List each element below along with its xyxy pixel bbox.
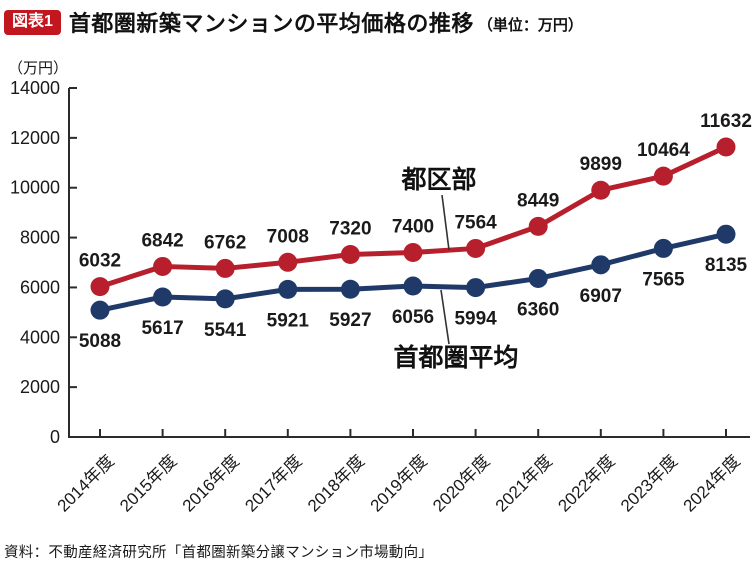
data-label: 5994 bbox=[454, 309, 497, 330]
data-label: 6360 bbox=[517, 299, 559, 320]
data-point bbox=[528, 268, 548, 288]
data-point bbox=[403, 276, 423, 296]
x-axis-label: 2017年度 bbox=[241, 451, 305, 515]
x-axis-label: 2018年度 bbox=[304, 451, 368, 515]
x-axis-label: 2019年度 bbox=[367, 451, 431, 515]
data-point bbox=[653, 166, 673, 186]
data-point bbox=[653, 238, 673, 258]
y-axis-unit-label: （万円） bbox=[8, 60, 69, 77]
data-point bbox=[340, 245, 360, 265]
y-axis-tick-label: 6000 bbox=[20, 277, 60, 297]
data-point bbox=[278, 279, 298, 299]
y-axis-tick-label: 4000 bbox=[20, 327, 60, 347]
figure-title: 首都圏新築マンションの平均価格の推移 bbox=[68, 11, 474, 36]
data-point bbox=[716, 137, 736, 157]
data-point bbox=[466, 278, 486, 298]
data-point bbox=[466, 238, 486, 258]
data-point bbox=[215, 258, 235, 278]
figure-unit-note: （単位：万円） bbox=[477, 16, 583, 34]
data-point bbox=[278, 252, 298, 272]
data-label: 7565 bbox=[642, 269, 685, 290]
figure-number-badge: 図表1 bbox=[4, 9, 61, 35]
x-axis-label: 2021年度 bbox=[492, 451, 556, 515]
data-label: 7400 bbox=[392, 217, 434, 238]
data-label: 5921 bbox=[267, 310, 310, 331]
data-label: 7564 bbox=[454, 212, 497, 233]
data-point bbox=[340, 279, 360, 299]
annotation-leader-line bbox=[441, 194, 450, 251]
data-point bbox=[153, 256, 173, 276]
data-point bbox=[591, 180, 611, 200]
data-label: 9899 bbox=[580, 154, 622, 175]
x-axis-label: 2022年度 bbox=[554, 451, 618, 515]
x-axis-label: 2014年度 bbox=[54, 451, 118, 515]
x-axis-label: 2020年度 bbox=[429, 451, 493, 515]
axis-lines bbox=[68, 88, 750, 438]
series-annotation-label: 首都圏平均 bbox=[393, 343, 518, 372]
data-label: 8449 bbox=[517, 190, 559, 211]
data-label: 8135 bbox=[705, 255, 748, 276]
series-annotation-label: 都区部 bbox=[400, 165, 476, 194]
y-axis-tick-label: 8000 bbox=[20, 228, 60, 248]
data-point bbox=[591, 255, 611, 275]
data-label: 5088 bbox=[79, 331, 121, 352]
data-label: 11632 bbox=[700, 111, 752, 132]
data-point bbox=[528, 216, 548, 236]
data-label: 6907 bbox=[580, 286, 622, 307]
data-label: 6032 bbox=[79, 251, 121, 272]
x-axis-label: 2015年度 bbox=[116, 451, 180, 515]
data-label: 6056 bbox=[392, 307, 434, 328]
source-note: 資料：不動産経済研究所「首都圏新築分譲マンション市場動向」 bbox=[4, 545, 434, 561]
y-axis-tick-label: 2000 bbox=[20, 377, 60, 397]
data-point bbox=[403, 243, 423, 263]
data-point bbox=[90, 300, 110, 320]
data-label: 5617 bbox=[141, 318, 183, 339]
x-axis-label: 2016年度 bbox=[179, 451, 243, 515]
figure-header: 図表1 首都圏新築マンションの平均価格の推移 （単位：万円） bbox=[4, 6, 583, 38]
data-point bbox=[215, 289, 235, 309]
y-axis-tick-label: 10000 bbox=[10, 178, 60, 198]
data-label: 7320 bbox=[329, 219, 371, 240]
annotation-leader-line bbox=[440, 289, 450, 345]
data-label: 6842 bbox=[141, 230, 183, 251]
y-axis-tick-label: 12000 bbox=[10, 128, 60, 148]
x-axis-label: 2024年度 bbox=[680, 451, 744, 515]
data-label: 6762 bbox=[204, 232, 246, 253]
x-axis-label: 2023年度 bbox=[617, 451, 681, 515]
data-point bbox=[716, 224, 736, 244]
y-axis-tick-label: 14000 bbox=[10, 78, 60, 98]
data-label: 7008 bbox=[267, 226, 309, 247]
data-label: 10464 bbox=[637, 140, 690, 161]
y-axis-tick-label: 0 bbox=[50, 427, 60, 447]
data-point bbox=[90, 277, 110, 297]
data-label: 5927 bbox=[329, 310, 371, 331]
data-point bbox=[153, 287, 173, 307]
data-label: 5541 bbox=[204, 320, 247, 341]
